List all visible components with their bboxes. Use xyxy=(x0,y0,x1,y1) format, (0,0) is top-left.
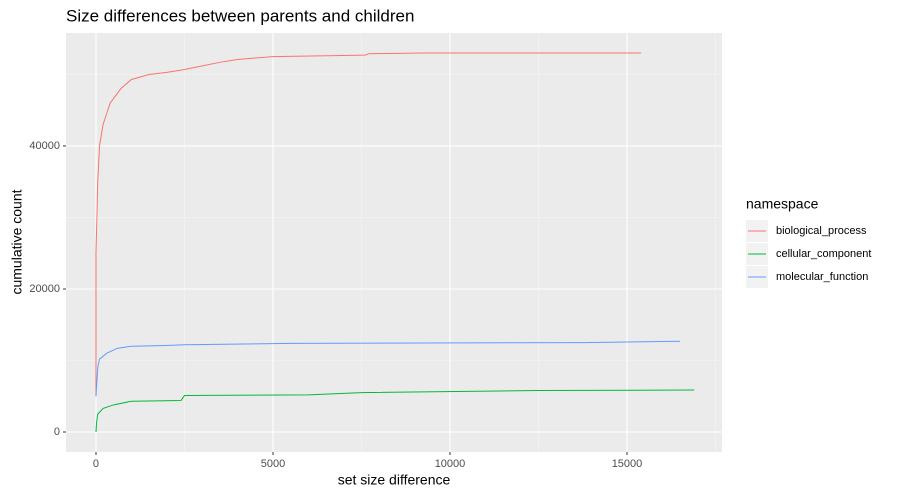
data-line xyxy=(95,389,695,433)
x-tick-label: 0 xyxy=(93,458,99,470)
x-tick-label: 5000 xyxy=(261,458,285,470)
legend-label: molecular_function xyxy=(776,271,868,283)
y-axis-label: cumulative count xyxy=(9,189,25,294)
y-tick-label: 20000 xyxy=(29,283,60,295)
data-line xyxy=(95,52,642,397)
y-tick-label: 0 xyxy=(54,426,60,438)
data-line xyxy=(95,340,681,397)
legend-label: biological_process xyxy=(776,225,867,237)
plot-panel xyxy=(66,33,722,452)
chart-title: Size differences between parents and chi… xyxy=(66,6,414,25)
y-tick-label: 40000 xyxy=(29,140,60,152)
x-tick-label: 10000 xyxy=(435,458,466,470)
legend-title: namespace xyxy=(746,196,819,212)
x-tick-label: 15000 xyxy=(612,458,643,470)
legend-label: cellular_component xyxy=(776,248,871,260)
x-axis-label: set size difference xyxy=(338,472,451,488)
